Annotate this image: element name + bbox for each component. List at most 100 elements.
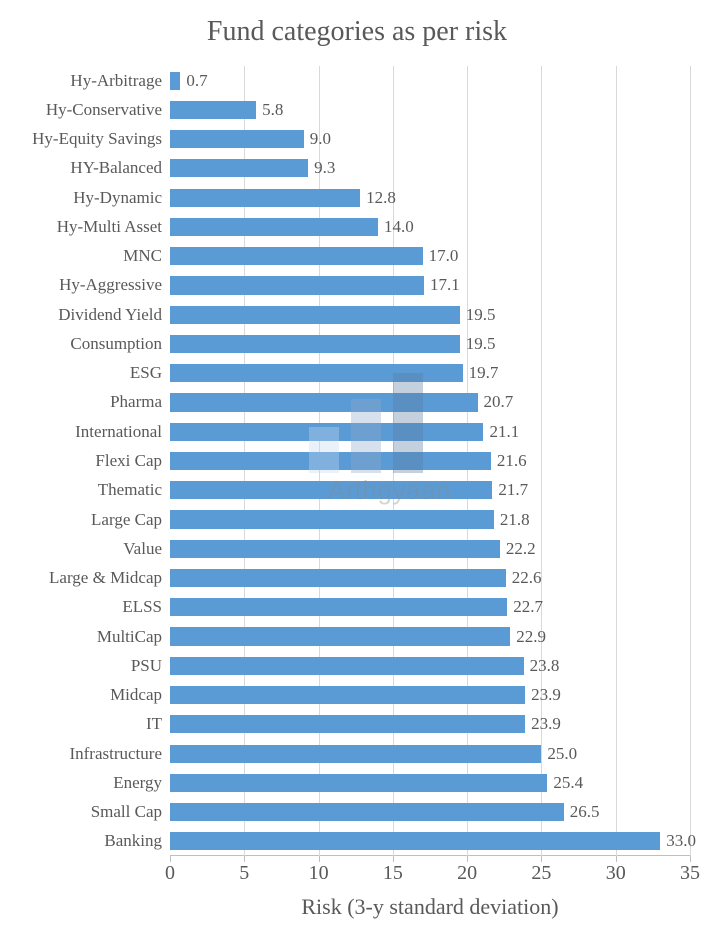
- bar-row: Small Cap26.5: [170, 797, 690, 826]
- category-label: ELSS: [122, 597, 170, 617]
- bar-row: Hy-Arbitrage0.7: [170, 66, 690, 95]
- category-label: Pharma: [110, 392, 170, 412]
- bar-row: Consumption19.5: [170, 329, 690, 358]
- bar-row: Large & Midcap22.6: [170, 563, 690, 592]
- category-label: PSU: [131, 656, 170, 676]
- bar-value-label: 9.0: [310, 129, 331, 149]
- bar: [170, 364, 463, 382]
- bar: [170, 745, 541, 763]
- bar: [170, 218, 378, 236]
- bar-row: Hy-Aggressive17.1: [170, 271, 690, 300]
- bar-value-label: 14.0: [384, 217, 414, 237]
- category-label: IT: [146, 714, 170, 734]
- category-label: Hy-Equity Savings: [32, 129, 170, 149]
- bar-value-label: 9.3: [314, 158, 335, 178]
- bar-row: Energy25.4: [170, 768, 690, 797]
- x-axis-title: Risk (3-y standard deviation): [170, 894, 690, 920]
- bar-row: Hy-Conservative5.8: [170, 95, 690, 124]
- bar-row: Value22.2: [170, 534, 690, 563]
- bar: [170, 423, 483, 441]
- bar: [170, 452, 491, 470]
- bar-row: MultiCap22.9: [170, 622, 690, 651]
- bar-row: Hy-Equity Savings9.0: [170, 125, 690, 154]
- bar-value-label: 25.4: [553, 773, 583, 793]
- bar: [170, 159, 308, 177]
- bar-value-label: 20.7: [484, 392, 514, 412]
- bar-value-label: 23.9: [531, 714, 561, 734]
- bar-row: Large Cap21.8: [170, 505, 690, 534]
- bar-value-label: 25.0: [547, 744, 577, 764]
- category-label: Hy-Arbitrage: [70, 71, 170, 91]
- bar: [170, 393, 478, 411]
- category-label: Large Cap: [91, 510, 170, 530]
- bar-row: HY-Balanced9.3: [170, 154, 690, 183]
- bar-row: Pharma20.7: [170, 388, 690, 417]
- category-label: Energy: [113, 773, 170, 793]
- bar-value-label: 23.9: [531, 685, 561, 705]
- bar-value-label: 23.8: [530, 656, 560, 676]
- bar-row: ESG19.7: [170, 359, 690, 388]
- category-label: HY-Balanced: [70, 158, 170, 178]
- bar-row: Midcap23.9: [170, 680, 690, 709]
- bar-row: International21.1: [170, 417, 690, 446]
- bar-value-label: 12.8: [366, 188, 396, 208]
- chart-title: Fund categories as per risk: [0, 16, 714, 48]
- x-tick-label: 10: [309, 856, 329, 885]
- category-label: Thematic: [98, 480, 170, 500]
- category-label: Hy-Aggressive: [59, 275, 170, 295]
- category-label: Infrastructure: [69, 744, 170, 764]
- bar-row: PSU23.8: [170, 651, 690, 680]
- bar-row: Thematic21.7: [170, 476, 690, 505]
- bar-value-label: 17.1: [430, 275, 460, 295]
- category-label: Banking: [104, 831, 170, 851]
- bar-value-label: 33.0: [666, 831, 696, 851]
- bar: [170, 335, 460, 353]
- bar-value-label: 19.5: [466, 305, 496, 325]
- bar-row: ELSS22.7: [170, 593, 690, 622]
- category-label: International: [75, 422, 170, 442]
- bar: [170, 130, 304, 148]
- bar-value-label: 19.5: [466, 334, 496, 354]
- category-label: Large & Midcap: [49, 568, 170, 588]
- bar: [170, 189, 360, 207]
- bar-value-label: 26.5: [570, 802, 600, 822]
- bar-value-label: 22.9: [516, 627, 546, 647]
- bar-value-label: 21.1: [489, 422, 519, 442]
- category-label: Hy-Dynamic: [73, 188, 170, 208]
- bar-value-label: 5.8: [262, 100, 283, 120]
- bar-row: Hy-Multi Asset14.0: [170, 212, 690, 241]
- bar: [170, 72, 180, 90]
- bar-value-label: 22.6: [512, 568, 542, 588]
- bar: [170, 598, 507, 616]
- bar: [170, 540, 500, 558]
- bar: [170, 715, 525, 733]
- category-label: Value: [123, 539, 170, 559]
- bar: [170, 774, 547, 792]
- bar: [170, 686, 525, 704]
- bar-row: Flexi Cap21.6: [170, 446, 690, 475]
- bar: [170, 657, 524, 675]
- category-label: Hy-Multi Asset: [57, 217, 170, 237]
- bar-value-label: 0.7: [186, 71, 207, 91]
- bar-row: Infrastructure25.0: [170, 739, 690, 768]
- bar: [170, 803, 564, 821]
- x-tick-label: 15: [383, 856, 403, 885]
- category-label: Hy-Conservative: [46, 100, 170, 120]
- bar: [170, 306, 460, 324]
- bar-row: Banking33.0: [170, 827, 690, 856]
- gridline: [690, 66, 691, 856]
- bar: [170, 510, 494, 528]
- category-label: Small Cap: [91, 802, 170, 822]
- bar-value-label: 21.6: [497, 451, 527, 471]
- category-label: MNC: [123, 246, 170, 266]
- category-label: Dividend Yield: [58, 305, 170, 325]
- category-label: MultiCap: [97, 627, 170, 647]
- bar-value-label: 21.7: [498, 480, 528, 500]
- bar: [170, 276, 424, 294]
- bar-value-label: 21.8: [500, 510, 530, 530]
- x-tick-label: 30: [606, 856, 626, 885]
- x-tick-label: 0: [165, 856, 175, 885]
- x-tick-label: 5: [239, 856, 249, 885]
- bar: [170, 247, 423, 265]
- bar-row: Dividend Yield19.5: [170, 300, 690, 329]
